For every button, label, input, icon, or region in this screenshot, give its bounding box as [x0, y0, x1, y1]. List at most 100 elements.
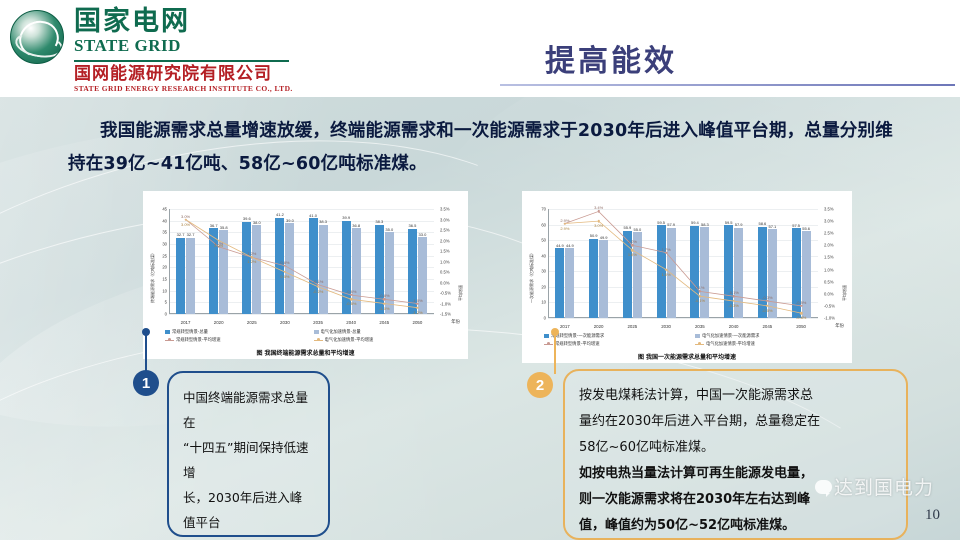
bar-value-label: 36.5	[408, 223, 417, 229]
chart1-y-tick: 20	[162, 264, 167, 270]
chart1-y-tick: 40	[162, 218, 167, 224]
chart2-caption: 图 我国一次能源需求总量和平均增速	[637, 354, 737, 361]
line-value-label: 1.2%	[247, 251, 257, 257]
bar	[656, 225, 666, 318]
callout-2-connector	[551, 328, 559, 374]
gridline	[169, 302, 434, 304]
legend-line-icon	[544, 342, 553, 346]
line-value-label: 2.9%	[560, 217, 570, 223]
x-tick-label: 2030	[280, 320, 290, 325]
line-value-label: 1.7%	[661, 246, 671, 252]
bar-value-label: 39.0	[286, 217, 294, 223]
gridline	[169, 209, 434, 210]
x-tick-label: 2025	[246, 320, 257, 325]
legend-swatch-icon	[165, 330, 170, 334]
line-value-label: -0.1%	[312, 278, 324, 284]
slide-header: 国家电网 STATE GRID 国网能源研究院有限公司 STATE GRID E…	[0, 0, 960, 97]
gridline	[169, 267, 434, 269]
chart2-plot-area: 44.9 44.9 2017 50.9 49.9 2020 55.9 55.0 2025 59.5…	[548, 205, 844, 329]
line-point	[732, 294, 735, 298]
x-tick-label: 2020	[593, 324, 604, 329]
bar-group	[341, 209, 361, 314]
chart2-y2-tick: 2.0%	[824, 242, 834, 248]
chart2-y-tick: 70	[541, 206, 546, 212]
line-point	[597, 210, 600, 213]
line-value-label: -0.3%	[728, 303, 739, 309]
bar-value-label: 49.9	[599, 234, 608, 240]
line-value-label: -1.0%	[379, 305, 390, 311]
bar-group	[690, 209, 710, 318]
bar-value-label: 36.7	[209, 222, 218, 228]
chart2-y2-tick: 3.0%	[824, 218, 834, 224]
headline-text: 我国能源需求总量增速放缓，终端能源需求和一次能源需求于2030年后进入峰值平台期…	[68, 121, 893, 174]
line-value-label: 0.8%	[280, 259, 290, 265]
bar	[407, 228, 417, 314]
bar	[384, 232, 394, 314]
line-point	[383, 302, 386, 305]
callout-2-badge: 2	[527, 372, 553, 398]
line-value-label: 2.9%	[560, 225, 570, 231]
legend-item: 常规转型情景-总量	[165, 329, 310, 335]
legend-item: 电气化加速情景-平均增速	[313, 337, 459, 343]
chart2-y-tick: 60	[541, 222, 546, 228]
legend-label: 常规转型情景-总量	[172, 330, 208, 335]
bar	[700, 227, 710, 318]
legend-label: 电气化加速情景-总量	[320, 330, 361, 335]
wechat-bubble-icon	[815, 479, 832, 497]
legend-label: 电气化加速情景-平均增速	[324, 338, 374, 343]
bar-value-label: 44.9	[555, 242, 564, 248]
chart1-y2-tick: 2.5%	[440, 227, 450, 233]
bar-value-label: 32.7	[176, 232, 185, 238]
x-tick-label: 2050	[796, 324, 807, 329]
line-point	[664, 251, 668, 254]
line-point	[250, 256, 254, 259]
line-value-label: -0.3%	[762, 295, 773, 301]
line-value-label: 3.4%	[594, 205, 604, 211]
legend-item: 电气化加速情景-一次能源需求	[695, 333, 842, 339]
y-axis-line	[548, 209, 549, 318]
line-value-label: 1.8%	[627, 252, 637, 258]
line-point	[732, 299, 735, 303]
gridline	[169, 255, 434, 257]
chart1-y-tick: 10	[162, 288, 167, 294]
x-tick-label: 2025	[627, 324, 638, 329]
bar-value-label: 57.1	[768, 223, 777, 229]
bar	[351, 228, 361, 314]
gridline	[169, 290, 434, 292]
globe-logo-icon	[10, 10, 64, 64]
chart2-y-tick: 30	[541, 268, 546, 274]
bar	[374, 224, 384, 314]
legend-label: 电气化加速情景-一次能源需求	[702, 334, 760, 339]
bar-value-label: 57.9	[734, 222, 743, 228]
x-tick-label: 2020	[213, 320, 224, 325]
bar-value-label: 44.9	[565, 242, 574, 248]
chart1-y-tick: 35	[162, 229, 167, 235]
line-point	[563, 222, 567, 225]
x-axis-title: 年份	[835, 324, 844, 329]
line-point	[383, 298, 386, 301]
bar-value-label: 55.9	[623, 225, 632, 231]
line-value-label: -0.5%	[795, 299, 807, 305]
bar	[417, 237, 427, 314]
bar	[589, 238, 599, 318]
org-en-name: STATE GRID ENERGY RESEARCH INSTITUTE CO.…	[74, 84, 293, 94]
legend-swatch-icon	[544, 334, 549, 338]
line-value-label: 3.0%	[594, 223, 604, 229]
legend-label: 电气化加速情景-平均增速	[706, 342, 755, 347]
bar-group	[555, 209, 575, 318]
legend-swatch-icon	[695, 334, 700, 338]
bar	[555, 248, 565, 318]
line-value-label: -0.6%	[345, 289, 357, 295]
line-value-label: 0.1%	[695, 285, 705, 291]
gridline	[169, 244, 434, 245]
x-tick-label: 2017	[559, 324, 570, 329]
bar-value-label: 55.0	[633, 226, 642, 232]
bar-value-label: 59.5	[657, 219, 666, 225]
chart2-y-tick: 0	[543, 315, 546, 321]
callout-1-connector	[142, 328, 150, 372]
line-point	[698, 290, 702, 293]
x-tick-label: 2040	[346, 320, 357, 325]
chart2-y2-tick: 2.5%	[824, 230, 834, 236]
bar	[599, 240, 609, 318]
chart1-y-axis: 0 5 10 15 20 25 30 35 40 45	[145, 207, 169, 317]
